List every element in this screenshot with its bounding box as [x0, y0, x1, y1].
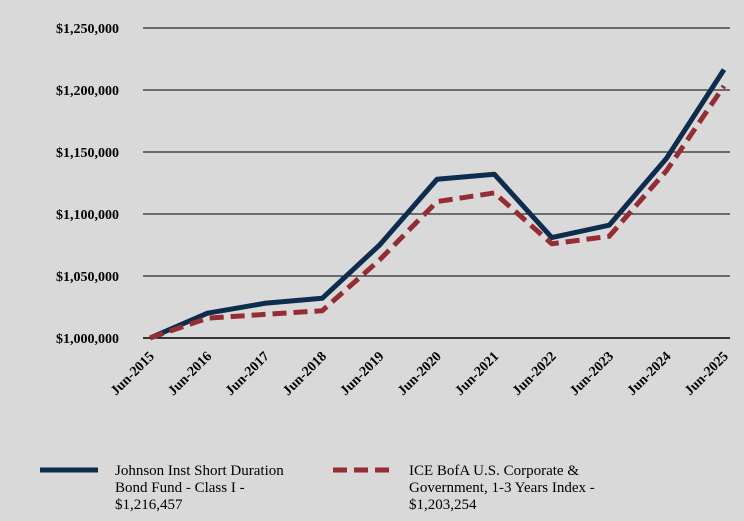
x-tick-label: Jun-2015	[108, 349, 158, 399]
gridlines	[143, 27, 730, 339]
legend-label: $1,203,254	[409, 497, 477, 513]
x-tick-label: Jun-2019	[338, 349, 388, 399]
y-tick-label: $1,200,000	[56, 84, 119, 99]
legend-label: $1,216,457	[115, 497, 183, 513]
y-tick-label: $1,000,000	[56, 332, 119, 347]
x-tick-label: Jun-2024	[625, 349, 675, 399]
y-tick-label: $1,100,000	[56, 208, 119, 223]
x-tick-label: Jun-2017	[223, 349, 273, 399]
x-tick-label: Jun-2021	[453, 349, 503, 399]
x-tick-label: Jun-2020	[395, 349, 445, 399]
index-series-line	[149, 84, 727, 341]
x-axis-ticks: Jun-2015 Jun-2016 Jun-2017 Jun-2018 Jun-2019…	[108, 349, 732, 399]
legend-label: Government, 1-3 Years Index -	[409, 480, 595, 496]
legend-label: Bond Fund - Class I -	[115, 480, 245, 496]
series-lines	[149, 68, 727, 341]
y-axis-ticks: $1,000,000 $1,050,000 $1,100,000 $1,150,000…	[56, 22, 119, 347]
y-tick-label: $1,250,000	[56, 22, 119, 37]
x-tick-label: Jun-2025	[682, 349, 732, 399]
fund-series-line	[149, 68, 727, 341]
y-tick-label: $1,050,000	[56, 270, 119, 285]
x-tick-label: Jun-2023	[567, 349, 617, 399]
x-tick-label: Jun-2018	[280, 349, 330, 399]
legend-label: ICE BofA U.S. Corporate &	[409, 463, 579, 479]
x-tick-label: Jun-2016	[166, 349, 216, 399]
legend-label: Johnson Inst Short Duration	[115, 463, 284, 479]
x-tick-label: Jun-2022	[510, 349, 560, 399]
y-tick-label: $1,150,000	[56, 146, 119, 161]
